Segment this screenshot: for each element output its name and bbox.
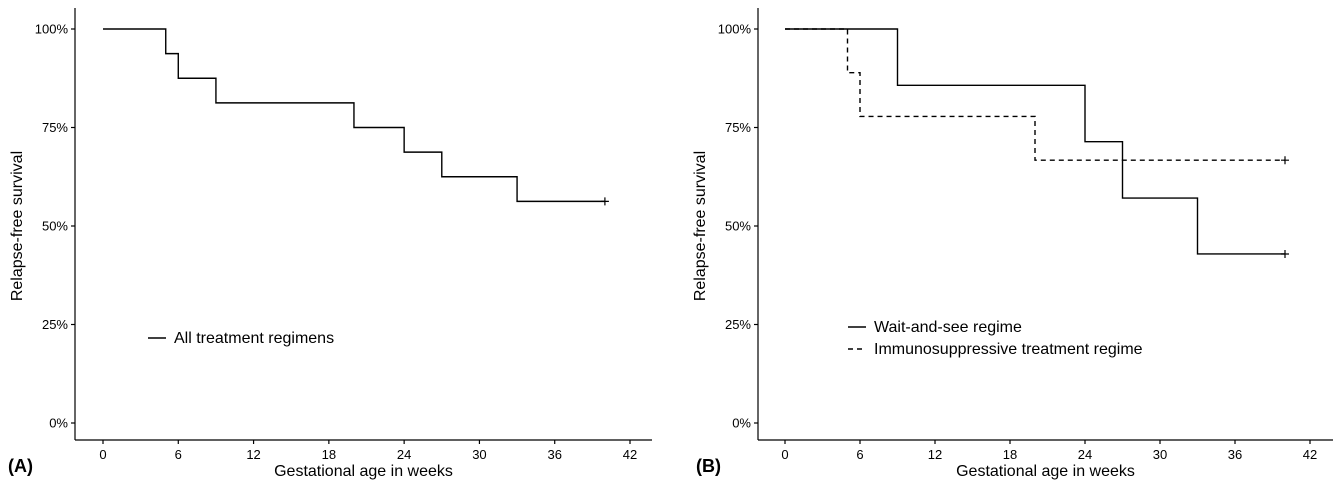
x-tick-label: 12 (928, 447, 942, 462)
censor-mark (1281, 156, 1289, 165)
x-tick-label: 36 (547, 447, 561, 462)
legend-label: All treatment regimens (174, 330, 334, 347)
x-tick-label: 12 (246, 447, 260, 462)
series-line-0 (785, 28, 1285, 255)
x-tick-label: 18 (1003, 447, 1017, 462)
y-tick-label: 50% (42, 219, 68, 234)
censor-mark (1281, 249, 1289, 258)
y-tick-label: 50% (725, 219, 751, 234)
panel-label: (B) (696, 456, 721, 476)
censor-mark (600, 197, 609, 206)
y-tick-label: 25% (725, 317, 751, 332)
km-chart-a: 0% 25% 50% 75% 100% 0 6 12 18 24 30 36 42 Gestational… (8, 8, 652, 480)
y-axis-title: Relapse-free survival (9, 151, 26, 301)
y-tick-label: 0% (49, 416, 68, 431)
x-tick-label: 6 (175, 447, 182, 462)
y-tick-label: 75% (725, 120, 751, 135)
legend-label: Immunosuppressive treatment regime (874, 341, 1143, 358)
x-tick-label: 42 (623, 447, 637, 462)
y-tick-label: 100% (718, 22, 752, 37)
series-line-0 (103, 28, 605, 203)
x-tick-label: 6 (856, 447, 863, 462)
y-axis-title: Relapse-free survival (692, 151, 709, 301)
panel-label: (A) (8, 456, 33, 476)
y-tick-label: 100% (35, 22, 69, 37)
x-tick-label: 18 (322, 447, 336, 462)
x-tick-label: 30 (472, 447, 486, 462)
x-tick-label: 0 (99, 447, 106, 462)
x-tick-label: 42 (1303, 447, 1317, 462)
y-tick-label: 0% (732, 416, 751, 431)
series-line-1 (785, 28, 1285, 161)
x-tick-label: 30 (1153, 447, 1167, 462)
x-tick-label: 36 (1228, 447, 1242, 462)
x-axis-title: Gestational age in weeks (274, 463, 453, 480)
x-tick-label: 24 (397, 447, 411, 462)
y-tick-label: 75% (42, 120, 68, 135)
legend-label: Wait-and-see regime (874, 319, 1022, 336)
x-axis-title: Gestational age in weeks (956, 463, 1135, 480)
y-tick-label: 25% (42, 317, 68, 332)
x-tick-label: 24 (1078, 447, 1092, 462)
x-tick-label: 0 (781, 447, 788, 462)
km-chart-b: 0% 25% 50% 75% 100% 0 6 12 18 24 30 36 42 Gestational… (692, 8, 1333, 480)
